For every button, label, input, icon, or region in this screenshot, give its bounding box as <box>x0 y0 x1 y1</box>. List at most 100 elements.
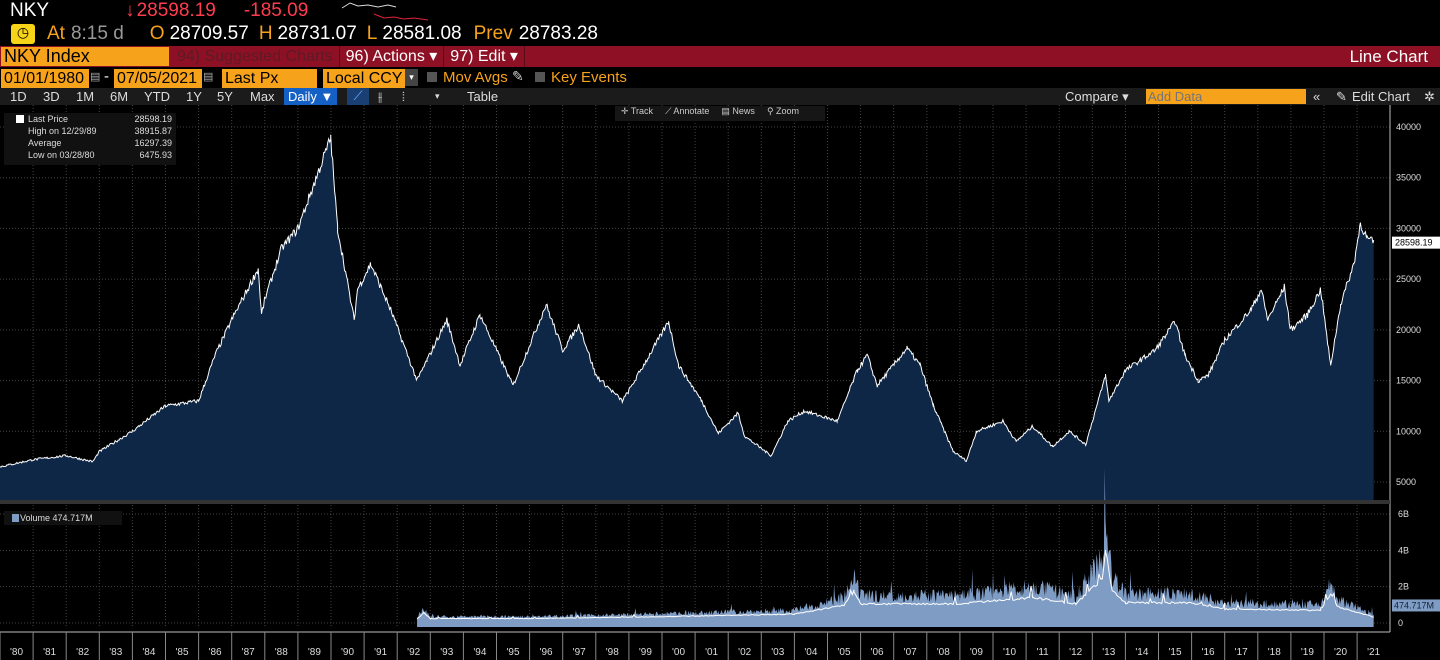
end-date-field[interactable]: 07/05/2021 <box>114 69 202 88</box>
chart-toolbar: 1D 3D 1M 6M YTD 1Y 5Y Max Daily ▼ ⟋ ⫲ ⦙ … <box>0 88 1440 105</box>
calendar-icon[interactable]: ▤ <box>203 71 214 83</box>
calendar-icon[interactable]: ▤ <box>90 71 101 83</box>
candle-icon[interactable]: ⦙ <box>402 89 405 104</box>
annotate-tool[interactable]: ⟋ Annotate <box>665 106 710 116</box>
quote-line: NKY ↓ 28598.19 -185.09 <box>10 0 438 22</box>
actions-menu[interactable]: 96) Actions ▾ <box>340 46 445 67</box>
ohlc-icon[interactable]: ⫲ <box>378 89 383 104</box>
field-select[interactable]: Last Px <box>222 69 317 88</box>
volume-tick-label: 6B <box>1398 509 1409 519</box>
period-1y[interactable]: 1Y <box>186 89 202 104</box>
x-tick-label: '13 <box>1102 647 1115 658</box>
period-5y[interactable]: 5Y <box>217 89 233 104</box>
x-tick-label: '18 <box>1268 647 1281 658</box>
period-max[interactable]: Max <box>250 89 275 104</box>
x-tick-label: '04 <box>804 647 817 658</box>
volume-swatch-icon <box>12 514 19 522</box>
start-date-field[interactable]: 01/01/1980 <box>1 69 89 88</box>
edit-menu[interactable]: 97) Edit ▾ <box>444 46 525 67</box>
price-area <box>0 134 1374 500</box>
net-change: -185.09 <box>243 0 309 21</box>
price-tick-label: 15000 <box>1396 376 1421 386</box>
pencil-icon[interactable]: ✎ <box>1336 89 1347 104</box>
volume-tick-label: 4B <box>1398 545 1409 555</box>
legend-value: 6475.93 <box>139 150 172 160</box>
last-price: 28598.19 <box>136 0 216 21</box>
line-chart-icon[interactable]: ⟋ <box>347 88 369 105</box>
period-ytd[interactable]: YTD <box>144 89 170 104</box>
period-3d[interactable]: 3D <box>43 89 60 104</box>
x-tick-label: '85 <box>175 647 188 658</box>
at-label: At <box>47 22 65 44</box>
chevron-down-icon[interactable]: ▾ <box>405 69 418 86</box>
volume-tick-label: 0 <box>1398 618 1403 628</box>
legend-high: High on 12/29/89 38915.87 <box>4 125 176 137</box>
price-line <box>0 134 1375 468</box>
legend-label: Average <box>28 138 62 148</box>
currency-select[interactable]: Local CCY <box>323 69 405 88</box>
price-tick-label: 20000 <box>1396 325 1421 335</box>
mov-avgs-checkbox[interactable] <box>427 72 437 82</box>
chevron-down-icon[interactable]: ▾ <box>435 91 440 101</box>
delay-gauge-icon: ◷ <box>11 23 35 44</box>
track-tool[interactable]: ✛ Track <box>621 106 654 116</box>
x-tick-label: '02 <box>738 647 751 658</box>
gear-icon[interactable]: ✲ <box>1424 89 1435 104</box>
last-volume-tag-label: 474.717M <box>1394 600 1434 610</box>
x-tick-label: '94 <box>473 647 486 658</box>
price-volume-chart[interactable]: 5000 10000 15000 20000 25000 30000 35000 40000 0… <box>0 105 1440 660</box>
x-tick-label: '16 <box>1202 647 1215 658</box>
x-tick-label: '86 <box>209 647 222 658</box>
chart-tools: ✛ Track ⟋ Annotate ▤ News ⚲ Zoom <box>615 106 825 121</box>
price-tick-label: 40000 <box>1396 122 1421 132</box>
x-tick-label: '83 <box>109 647 122 658</box>
key-events-label[interactable]: Key Events <box>551 69 627 86</box>
x-tick-label: '03 <box>771 647 784 658</box>
x-tick-label: '07 <box>904 647 917 658</box>
frequency-dropdown[interactable]: Daily ▼ <box>284 88 338 105</box>
security-field[interactable]: NKY Index <box>1 47 169 66</box>
volume-area <box>417 467 1374 627</box>
table-button[interactable]: Table <box>467 89 499 104</box>
volume-avg-line <box>416 549 1375 620</box>
x-tick-label: '89 <box>308 647 321 658</box>
x-tick-label: '21 <box>1367 647 1380 658</box>
add-data-input[interactable] <box>1146 89 1306 104</box>
legend-value: 16297.39 <box>134 138 172 148</box>
period-1d[interactable]: 1D <box>10 89 27 104</box>
suggested-charts-button[interactable]: 94) Suggested Charts <box>171 46 340 67</box>
x-tick-label: '93 <box>440 647 453 658</box>
legend-label: High on 12/29/89 <box>28 126 97 136</box>
x-tick-label: '96 <box>540 647 553 658</box>
legend-value: 38915.87 <box>134 126 172 136</box>
pencil-icon[interactable]: ✎ <box>512 68 524 84</box>
legend-label: Low on 03/28/80 <box>28 150 95 160</box>
chart-type-title: Line Chart <box>1349 47 1428 66</box>
x-tick-label: '06 <box>871 647 884 658</box>
x-tick-label: '11 <box>1036 647 1049 658</box>
compare-dropdown[interactable]: Compare ▾ <box>1065 89 1129 104</box>
volume-value: 474.717M <box>52 513 93 523</box>
zoom-tool[interactable]: ⚲ Zoom <box>766 106 800 116</box>
collapse-icon[interactable]: « <box>1313 89 1321 104</box>
x-tick-label: '82 <box>76 647 89 658</box>
mov-avgs-label[interactable]: Mov Avgs <box>443 69 508 86</box>
edit-chart-button[interactable]: Edit Chart <box>1352 89 1410 104</box>
high-label: H <box>258 22 273 44</box>
ticker: NKY <box>10 0 50 21</box>
panel-divider <box>0 500 1390 504</box>
x-tick-label: '95 <box>506 647 519 658</box>
menu-bar: NKY Index 94) Suggested Charts 96) Actio… <box>0 46 1440 67</box>
zoom-label: Zoom <box>776 106 800 116</box>
white-swatch-icon <box>16 115 24 123</box>
x-tick-label: '05 <box>837 647 850 658</box>
period-1m[interactable]: 1M <box>76 89 95 104</box>
price-tick-label: 10000 <box>1396 426 1421 436</box>
x-tick-label: '12 <box>1069 647 1082 658</box>
news-tool[interactable]: ▤ News <box>721 106 755 116</box>
x-tick-label: '00 <box>672 647 685 658</box>
x-tick-label: '87 <box>242 647 255 658</box>
period-6m[interactable]: 6M <box>110 89 129 104</box>
key-events-checkbox[interactable] <box>535 72 545 82</box>
volume-label: Volume <box>20 513 51 523</box>
